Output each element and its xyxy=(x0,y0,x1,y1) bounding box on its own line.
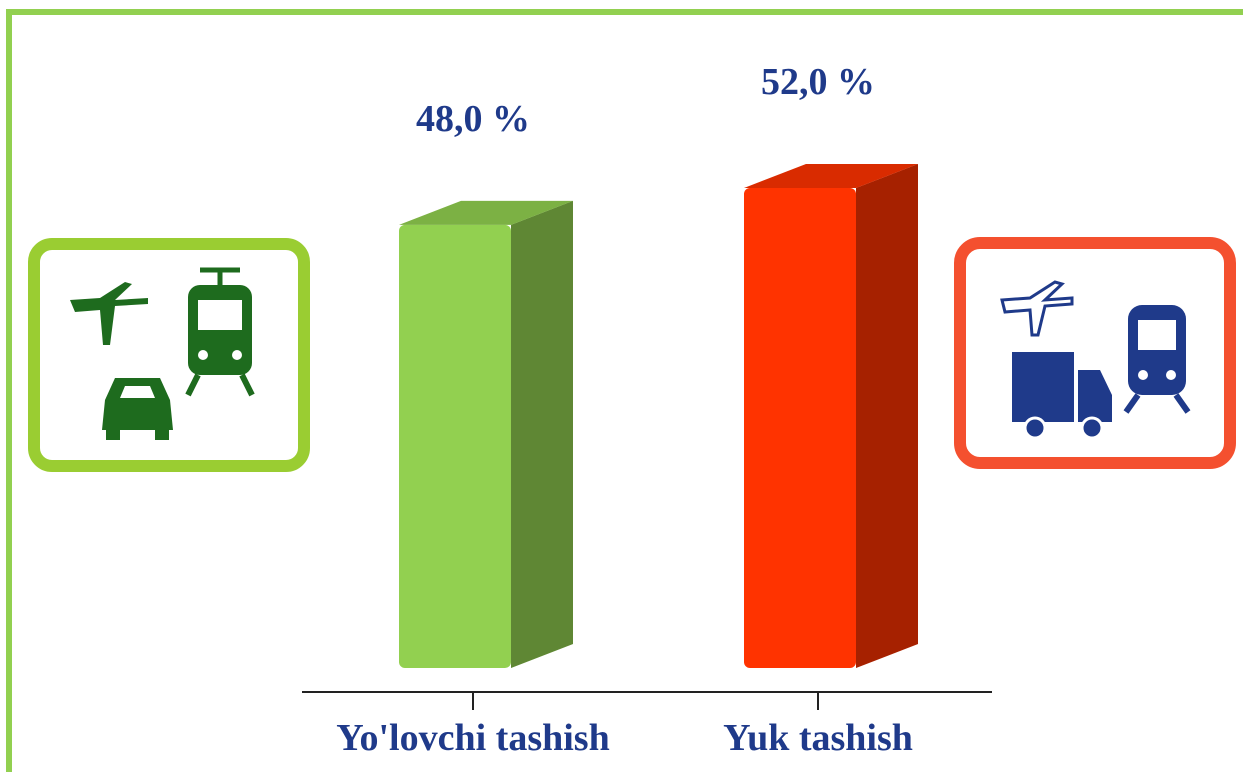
value-label: 48,0 % xyxy=(416,98,530,140)
bar-side xyxy=(511,200,573,668)
bar-front xyxy=(399,224,511,668)
bar xyxy=(399,200,573,668)
bar-top-shade xyxy=(744,164,918,188)
bar-top xyxy=(399,200,573,225)
x-tick-label: Yuk tashish xyxy=(723,717,913,759)
bar-side xyxy=(856,164,918,668)
bar-top-shade xyxy=(399,200,573,225)
value-label: 52,0 % xyxy=(761,61,875,103)
cargo-icon xyxy=(954,237,1236,469)
bar-side-shade xyxy=(856,164,918,668)
passenger-icon xyxy=(28,238,310,472)
bar-front xyxy=(744,188,856,668)
bar xyxy=(744,164,918,668)
bar-top xyxy=(744,164,918,188)
x-tick-label: Yo'lovchi tashish xyxy=(336,717,609,759)
bar-side-shade xyxy=(511,200,573,668)
